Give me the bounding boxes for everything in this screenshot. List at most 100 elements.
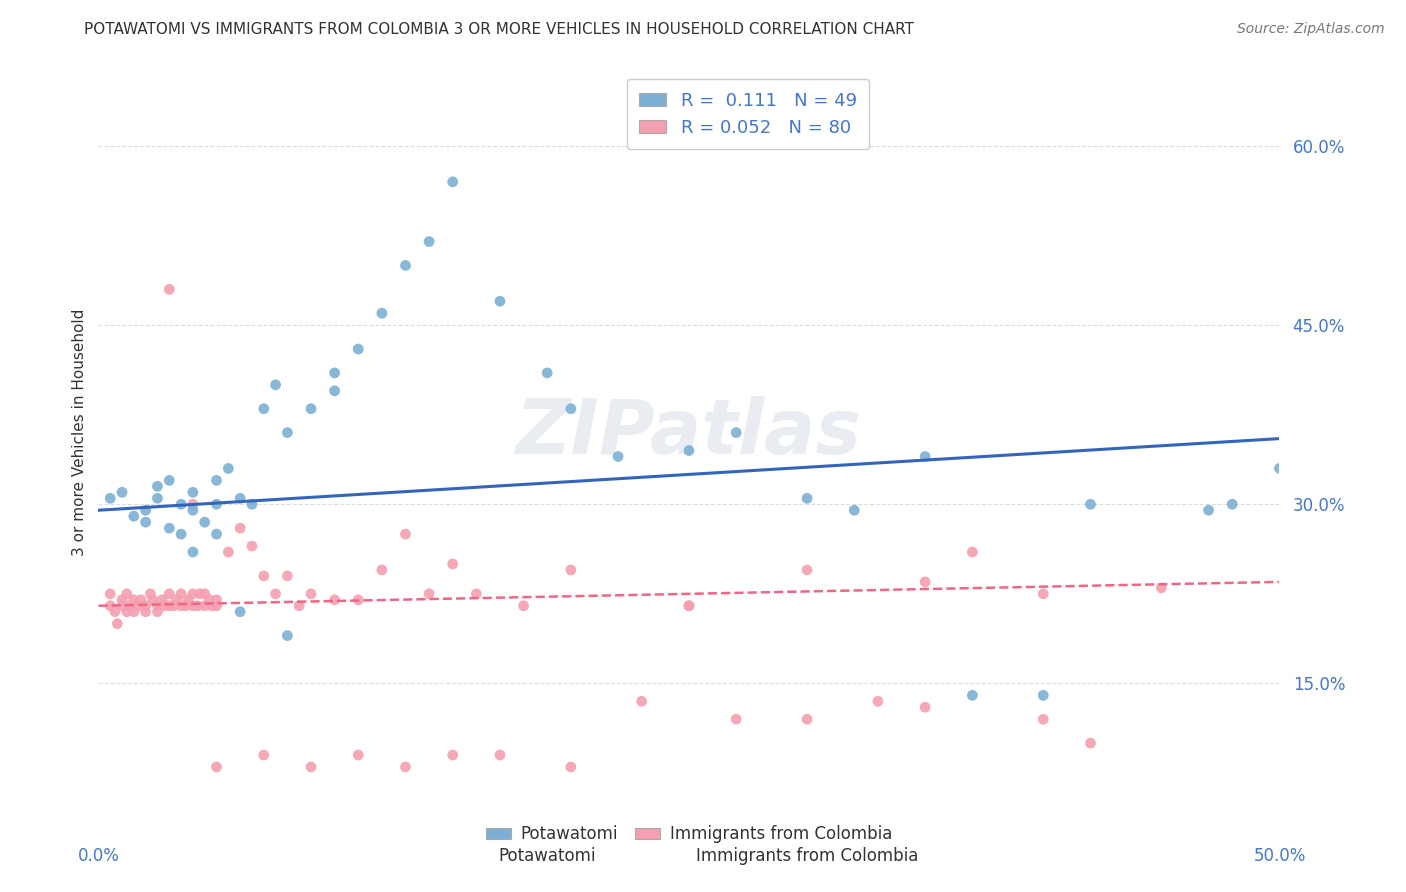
Point <box>323 592 346 607</box>
Point <box>229 605 252 619</box>
Point <box>194 587 217 601</box>
Text: Immigrants from Colombia: Immigrants from Colombia <box>696 847 918 865</box>
Text: POTAWATOMI VS IMMIGRANTS FROM COLOMBIA 3 OR MORE VEHICLES IN HOUSEHOLD CORRELATI: POTAWATOMI VS IMMIGRANTS FROM COLOMBIA 3… <box>84 22 914 37</box>
Point <box>157 282 180 296</box>
Point <box>512 599 534 613</box>
Point <box>914 574 936 589</box>
Point <box>371 306 394 320</box>
Point <box>299 760 322 774</box>
Point <box>205 592 228 607</box>
Point <box>135 503 157 517</box>
Point <box>146 479 169 493</box>
Point <box>122 509 145 524</box>
Point <box>135 605 157 619</box>
Point <box>205 760 228 774</box>
Point <box>264 377 287 392</box>
Point <box>98 587 121 601</box>
Point <box>217 545 239 559</box>
Point <box>276 569 298 583</box>
Text: Source: ZipAtlas.com: Source: ZipAtlas.com <box>1237 22 1385 37</box>
Point <box>1198 503 1220 517</box>
Point <box>205 527 228 541</box>
Point <box>323 384 346 398</box>
Point <box>105 616 128 631</box>
Point <box>796 563 818 577</box>
Point <box>1032 712 1054 726</box>
Point <box>146 599 169 613</box>
Point <box>253 401 276 416</box>
Point <box>962 689 984 703</box>
Text: Potawatomi: Potawatomi <box>499 847 596 865</box>
Point <box>1032 587 1054 601</box>
Point <box>299 587 322 601</box>
Point <box>299 401 322 416</box>
Point <box>796 491 818 506</box>
Point <box>1150 581 1173 595</box>
Point <box>181 503 204 517</box>
Point <box>111 599 134 613</box>
Point <box>1080 736 1102 750</box>
Point <box>560 760 582 774</box>
Point <box>489 747 512 762</box>
Point <box>165 592 187 607</box>
Point <box>288 599 311 613</box>
Point <box>962 545 984 559</box>
Point <box>181 599 204 613</box>
Point <box>1032 689 1054 703</box>
Point <box>441 557 464 571</box>
Point <box>129 592 152 607</box>
Point <box>201 599 224 613</box>
Point <box>115 605 138 619</box>
Point <box>170 587 193 601</box>
Point <box>194 515 217 529</box>
Point <box>146 605 169 619</box>
Point <box>153 599 176 613</box>
Point <box>914 700 936 714</box>
Point <box>187 599 209 613</box>
Point <box>150 592 173 607</box>
Point <box>229 491 252 506</box>
Point <box>465 587 488 601</box>
Point <box>139 587 162 601</box>
Point <box>418 235 440 249</box>
Point <box>181 485 204 500</box>
Point <box>866 694 889 708</box>
Point <box>796 712 818 726</box>
Text: 50.0%: 50.0% <box>1253 847 1306 865</box>
Point <box>264 587 287 601</box>
Point <box>205 497 228 511</box>
Point <box>240 497 263 511</box>
Point <box>115 587 138 601</box>
Point <box>560 563 582 577</box>
Point <box>253 569 276 583</box>
Point <box>394 760 416 774</box>
Point <box>170 527 193 541</box>
Point <box>135 599 157 613</box>
Point <box>181 587 204 601</box>
Point <box>128 599 150 613</box>
Point <box>253 747 276 762</box>
Point <box>122 605 145 619</box>
Point <box>276 629 298 643</box>
Legend: Potawatomi, Immigrants from Colombia: Potawatomi, Immigrants from Colombia <box>479 819 898 850</box>
Point <box>347 747 370 762</box>
Point <box>111 485 134 500</box>
Point <box>240 539 263 553</box>
Point <box>418 587 440 601</box>
Point <box>205 599 228 613</box>
Point <box>347 342 370 356</box>
Point <box>1268 461 1291 475</box>
Point <box>371 563 394 577</box>
Point <box>914 450 936 464</box>
Point <box>276 425 298 440</box>
Point <box>630 694 652 708</box>
Point <box>170 599 193 613</box>
Point <box>536 366 558 380</box>
Point <box>394 527 416 541</box>
Point <box>194 599 217 613</box>
Point <box>157 599 180 613</box>
Point <box>560 401 582 416</box>
Point <box>198 592 221 607</box>
Point <box>205 474 228 488</box>
Point <box>394 259 416 273</box>
